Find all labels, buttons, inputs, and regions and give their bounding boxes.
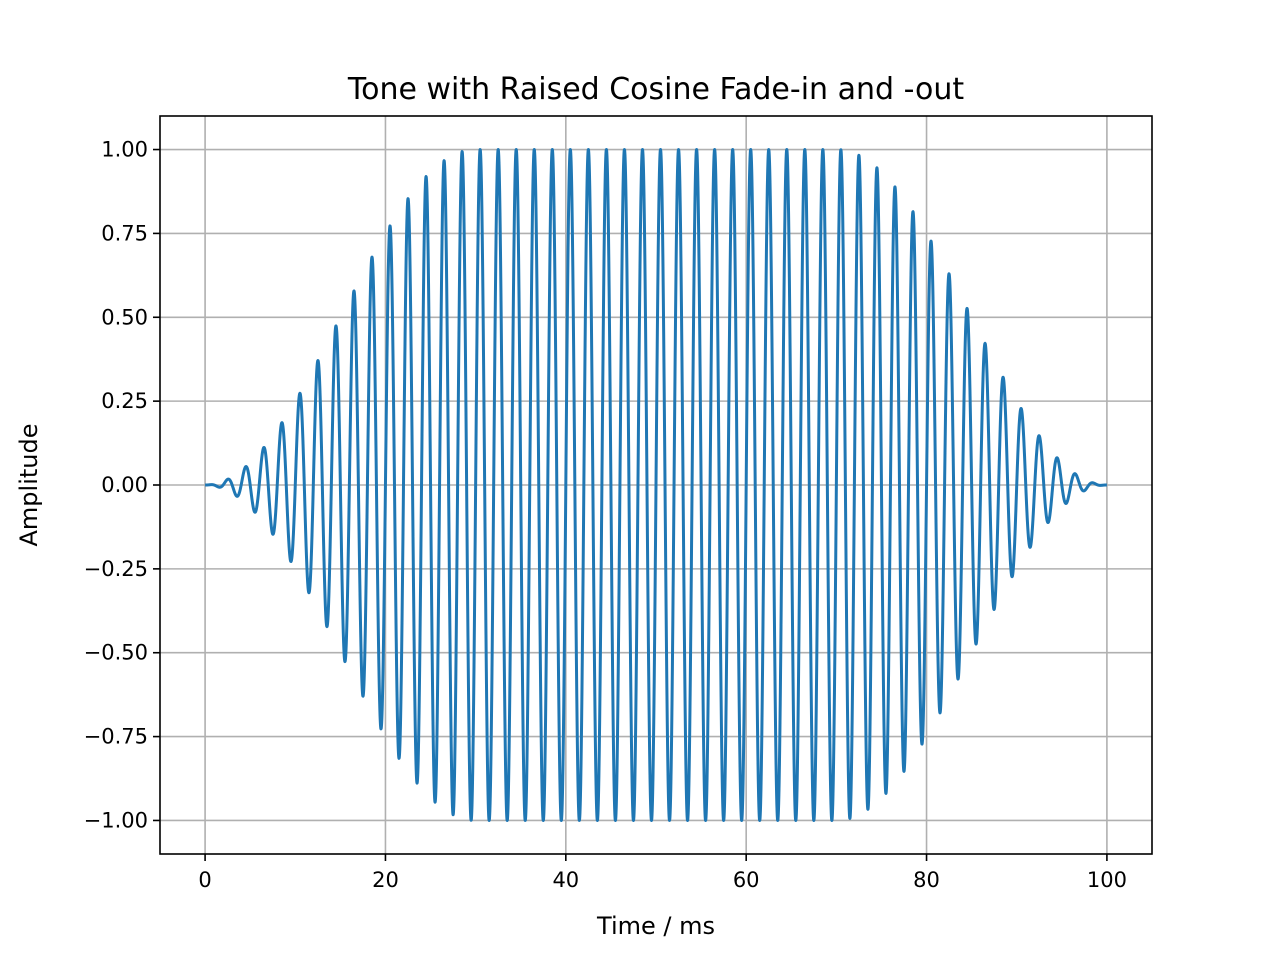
plot-area [203, 148, 1109, 822]
y-tick-label: 0.50 [101, 305, 148, 329]
x-tick-label: 60 [733, 868, 760, 892]
chart-title: Tone with Raised Cosine Fade-in and -out [347, 72, 964, 107]
y-axis: 1.00 0.75 0.50 0.25 0.00 −0.25 −0.50 −0.75 −1.00 [84, 138, 160, 832]
x-axis-label: Time / ms [596, 912, 715, 940]
x-tick-label: 40 [552, 868, 579, 892]
y-tick-label: −0.50 [84, 641, 148, 665]
y-tick-label: 0.25 [101, 389, 148, 413]
x-axis: 0 20 40 60 80 100 [198, 854, 1127, 892]
y-tick-label: −1.00 [84, 808, 148, 832]
y-tick-label: −0.75 [84, 725, 148, 749]
y-tick-label: 0.75 [101, 221, 148, 245]
x-tick-label: 20 [372, 868, 399, 892]
y-tick-label: −0.25 [84, 557, 148, 581]
x-tick-label: 100 [1087, 868, 1127, 892]
y-tick-label: 0.00 [101, 473, 148, 497]
y-tick-label: 1.00 [101, 138, 148, 162]
x-tick-label: 0 [198, 868, 211, 892]
y-axis-label: Amplitude [15, 424, 43, 547]
x-tick-label: 80 [913, 868, 940, 892]
series-line [203, 148, 1109, 822]
